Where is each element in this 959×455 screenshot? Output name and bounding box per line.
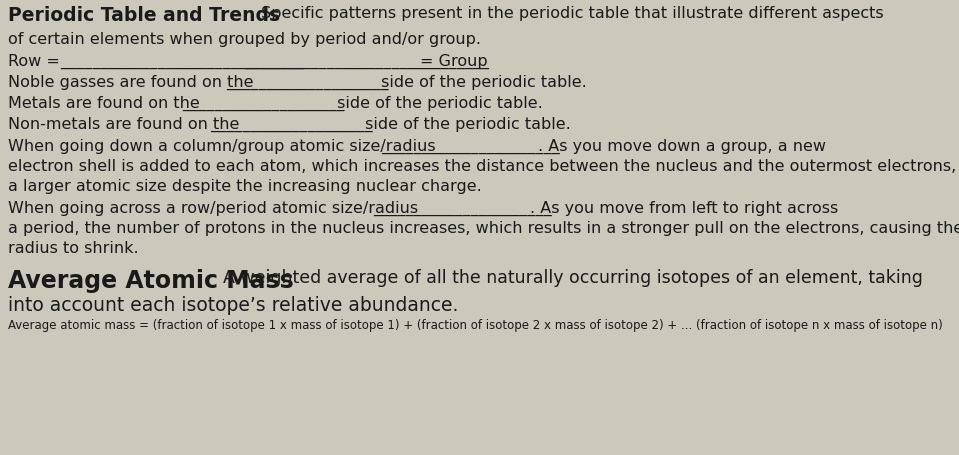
Text: Row =: Row = (8, 54, 65, 69)
Text: ____________________: ____________________ (210, 117, 372, 132)
Text: side of the periodic table.: side of the periodic table. (332, 96, 543, 111)
Text: of certain elements when grouped by period and/or group.: of certain elements when grouped by peri… (8, 32, 481, 47)
Text: Metals are found on the: Metals are found on the (8, 96, 205, 111)
Text: a period, the number of protons in the nucleus increases, which results in a str: a period, the number of protons in the n… (8, 221, 959, 236)
Text: Specific patterns present in the periodic table that illustrate different aspect: Specific patterns present in the periodi… (256, 6, 883, 21)
Text: a larger atomic size despite the increasing nuclear charge.: a larger atomic size despite the increas… (8, 179, 481, 194)
Text: = Group: = Group (420, 54, 487, 69)
Text: electron shell is added to each atom, which increases the distance between the n: electron shell is added to each atom, wh… (8, 159, 959, 174)
Text: Noble gasses are found on the: Noble gasses are found on the (8, 75, 259, 90)
Text: side of the periodic table.: side of the periodic table. (360, 117, 571, 132)
Text: into account each isotope’s relative abundance.: into account each isotope’s relative abu… (8, 296, 458, 315)
Text: ____________________: ____________________ (226, 75, 388, 90)
Text: Non-metals are found on the: Non-metals are found on the (8, 117, 245, 132)
Text: When going down a column/group atomic size/radius: When going down a column/group atomic si… (8, 139, 441, 154)
Text: Average Atomic Mass: Average Atomic Mass (8, 269, 293, 293)
Text: ____________________: ____________________ (182, 96, 344, 111)
Text: radius to shrink.: radius to shrink. (8, 241, 139, 256)
Text: . As you move down a group, a new: . As you move down a group, a new (538, 139, 826, 154)
Text: A weighted average of all the naturally occurring isotopes of an element, taking: A weighted average of all the naturally … (212, 269, 923, 287)
Text: ______________________: ______________________ (373, 201, 551, 216)
Text: ______________________________: ______________________________ (60, 54, 304, 69)
Text: ______________________: ______________________ (381, 139, 560, 154)
Text: . As you move from left to right across: . As you move from left to right across (530, 201, 838, 216)
Text: ______________________________: ______________________________ (235, 54, 489, 69)
Text: Periodic Table and Trends: Periodic Table and Trends (8, 6, 280, 25)
Text: side of the periodic table.: side of the periodic table. (376, 75, 587, 90)
Text: When going across a row/period atomic size/radius: When going across a row/period atomic si… (8, 201, 423, 216)
Text: Average atomic mass = (fraction of isotope 1 x mass of isotope 1) + (fraction of: Average atomic mass = (fraction of isoto… (8, 319, 943, 332)
